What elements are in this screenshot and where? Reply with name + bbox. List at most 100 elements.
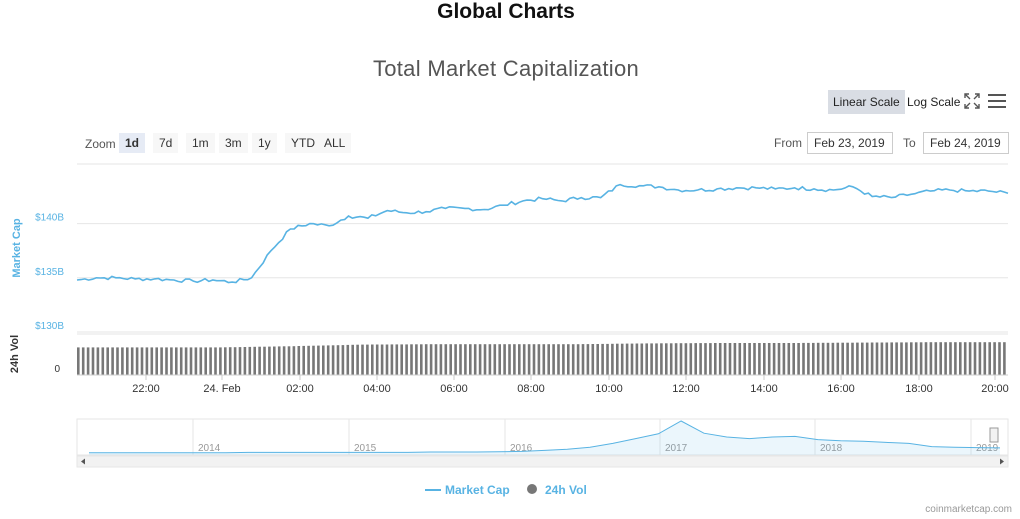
volume-bar bbox=[841, 342, 844, 375]
x-tick-label: 22:00 bbox=[132, 383, 160, 395]
volume-bar bbox=[130, 347, 134, 375]
x-tick-label: 14:00 bbox=[750, 383, 778, 395]
volume-bar bbox=[380, 344, 384, 375]
x-tick-label: 06:00 bbox=[440, 383, 468, 395]
zoom-button-3m[interactable]: 3m bbox=[219, 133, 248, 153]
to-date-input[interactable]: Feb 24, 2019 bbox=[923, 132, 1009, 154]
volume-tick-label: 0 bbox=[54, 364, 60, 375]
volume-bar bbox=[635, 343, 639, 375]
volume-bar bbox=[895, 342, 898, 375]
volume-bar bbox=[282, 346, 286, 375]
legend-item-market-cap[interactable]: Market Cap bbox=[445, 483, 510, 497]
zoom-button-ytd[interactable]: YTD bbox=[285, 133, 321, 153]
volume-bar bbox=[126, 347, 129, 375]
linear-scale-button[interactable]: Linear Scale bbox=[828, 90, 905, 114]
volume-bar bbox=[400, 344, 403, 375]
volume-bar bbox=[993, 342, 996, 375]
volume-bar bbox=[787, 343, 791, 375]
volume-bar bbox=[792, 343, 795, 375]
volume-bar bbox=[513, 344, 516, 375]
volume-bar bbox=[900, 342, 903, 375]
volume-bar bbox=[263, 346, 266, 375]
volume-bar bbox=[307, 345, 310, 375]
zoom-button-7d[interactable]: 7d bbox=[153, 133, 179, 153]
volume-bar bbox=[508, 344, 511, 375]
volume-bar bbox=[826, 342, 830, 375]
volume-bar bbox=[527, 344, 531, 375]
zoom-label: Zoom bbox=[85, 137, 116, 151]
volume-bar bbox=[111, 347, 114, 375]
volume-bar bbox=[395, 344, 399, 375]
volume-bar bbox=[836, 342, 840, 375]
volume-bar bbox=[478, 344, 482, 375]
volume-bar bbox=[537, 344, 541, 375]
volume-bar bbox=[106, 347, 109, 375]
volume-plot bbox=[77, 342, 1006, 375]
scroll-left-arrow[interactable] bbox=[81, 458, 85, 465]
volume-bar bbox=[86, 347, 90, 375]
volume-bar bbox=[214, 347, 217, 375]
volume-bar bbox=[704, 343, 707, 375]
volume-bar bbox=[576, 344, 580, 375]
zoom-button-1d[interactable]: 1d bbox=[119, 133, 146, 153]
volume-bar bbox=[361, 344, 364, 375]
scroll-right-arrow[interactable] bbox=[1000, 458, 1004, 465]
credits: coinmarketcap.com bbox=[925, 504, 1012, 515]
volume-bar bbox=[454, 344, 457, 375]
fullscreen-icon[interactable] bbox=[964, 93, 980, 109]
volume-bar bbox=[287, 346, 291, 375]
main-plot bbox=[76, 183, 1009, 284]
x-tick-label: 18:00 bbox=[905, 383, 933, 395]
volume-bar bbox=[366, 344, 369, 375]
y-tick-label: $130B bbox=[35, 321, 64, 332]
volume-bar bbox=[763, 343, 766, 375]
volume-bar bbox=[807, 342, 810, 375]
y-axis-label: Market Cap bbox=[11, 218, 23, 278]
volume-bar bbox=[856, 342, 859, 375]
volume-bar bbox=[885, 342, 889, 375]
volume-bar bbox=[591, 344, 595, 375]
volume-bar bbox=[410, 344, 413, 375]
volume-bar bbox=[390, 344, 394, 375]
menu-icon[interactable] bbox=[988, 94, 1006, 108]
volume-bar bbox=[194, 347, 198, 375]
zoom-button-1m[interactable]: 1m bbox=[186, 133, 215, 153]
volume-bar bbox=[346, 344, 350, 375]
volume-bar bbox=[689, 343, 693, 375]
volume-bar bbox=[611, 343, 614, 375]
volume-bar bbox=[277, 346, 281, 375]
volume-bar bbox=[473, 344, 477, 375]
volume-bar bbox=[165, 347, 168, 375]
volume-bar bbox=[415, 344, 418, 375]
volume-bar bbox=[914, 342, 918, 375]
volume-axis-label: 24h Vol bbox=[9, 335, 21, 373]
volume-bar bbox=[767, 343, 771, 375]
volume-bar bbox=[317, 345, 320, 375]
volume-bar bbox=[184, 347, 188, 375]
volume-bar bbox=[821, 342, 825, 375]
volume-bar bbox=[929, 342, 933, 375]
volume-bar bbox=[684, 343, 688, 375]
volume-bar bbox=[469, 344, 472, 375]
volume-bar bbox=[189, 347, 193, 375]
volume-bar bbox=[616, 343, 619, 375]
volume-bar bbox=[483, 344, 487, 375]
volume-bar bbox=[699, 343, 702, 375]
volume-bar bbox=[518, 344, 521, 375]
from-date-input[interactable]: Feb 23, 2019 bbox=[807, 132, 893, 154]
volume-bar bbox=[429, 344, 433, 375]
navigator-handle[interactable] bbox=[989, 427, 999, 443]
volume-bar bbox=[356, 344, 359, 375]
volume-bar bbox=[116, 347, 119, 375]
volume-bar bbox=[444, 344, 448, 375]
volume-bar bbox=[586, 344, 590, 375]
volume-bar bbox=[155, 347, 158, 375]
zoom-button-1y[interactable]: 1y bbox=[252, 133, 277, 153]
navigator-year-label: 2017 bbox=[665, 443, 688, 454]
legend-marker-volume bbox=[527, 484, 537, 494]
volume-bar bbox=[949, 342, 952, 375]
legend-item-volume[interactable]: 24h Vol bbox=[545, 483, 587, 497]
log-scale-button[interactable]: Log Scale bbox=[907, 95, 961, 109]
zoom-button-all[interactable]: ALL bbox=[318, 133, 352, 153]
x-tick-label: 10:00 bbox=[595, 383, 623, 395]
